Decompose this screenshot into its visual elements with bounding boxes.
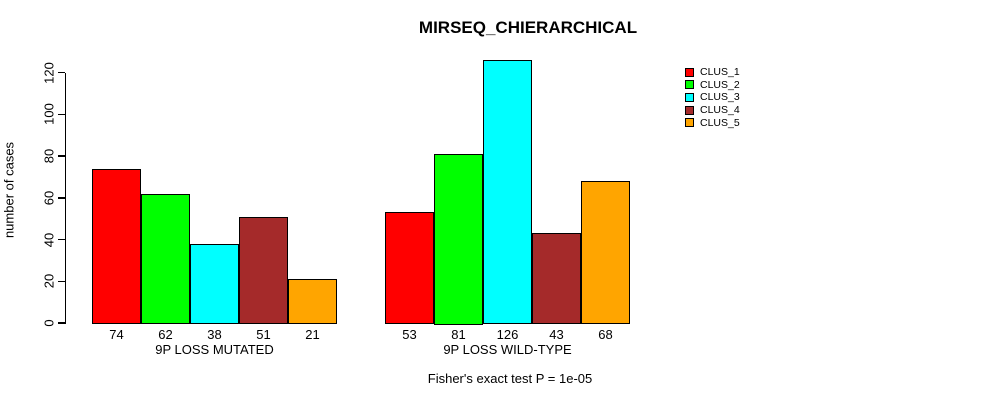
bar-clus_4 <box>532 233 581 325</box>
legend-swatch-icon <box>685 105 694 115</box>
y-axis-tick <box>57 322 65 324</box>
bar-clus_2 <box>434 154 483 325</box>
bar-value-label: 21 <box>305 327 320 342</box>
bar-clus_3 <box>483 60 532 325</box>
chart-title: MIRSEQ_CHIERARCHICAL <box>418 18 638 37</box>
y-axis-tick-label: 100 <box>41 103 57 126</box>
bar-clus_5 <box>581 181 630 325</box>
y-axis-label: number of cases <box>1 141 17 239</box>
bar-value-label: 51 <box>256 327 271 342</box>
legend-swatch-icon <box>685 118 694 128</box>
legend-swatch-icon <box>685 67 694 77</box>
legend-label: CLUS_1 <box>700 66 740 79</box>
y-axis-tick <box>57 113 65 116</box>
bar-value-label: 126 <box>496 327 519 342</box>
y-axis-line <box>64 72 66 325</box>
bar-clus_4 <box>239 216 288 325</box>
y-axis-tick <box>57 155 65 157</box>
legend-label: CLUS_2 <box>700 78 740 91</box>
y-axis-tick-label: 80 <box>41 148 57 164</box>
legend-row: CLUS_4 <box>685 104 740 117</box>
y-axis-tick-label: 20 <box>41 274 57 289</box>
bar-value-label: 74 <box>109 327 124 342</box>
y-axis-tick <box>57 238 65 241</box>
legend-row: CLUS_1 <box>685 66 740 79</box>
legend: CLUS_1 CLUS_2 CLUS_3 CLUS_4 CLUS_5 <box>685 66 740 129</box>
bar-value-label: 68 <box>598 327 613 342</box>
bar-value-label: 43 <box>549 327 564 342</box>
bar-clus_1 <box>385 212 434 325</box>
y-axis-tick <box>57 71 65 74</box>
legend-row: CLUS_2 <box>685 79 740 92</box>
legend-swatch-icon <box>685 80 694 90</box>
bar-clus_1 <box>92 168 141 325</box>
bar-clus_5 <box>288 279 337 325</box>
bar-value-label: 81 <box>451 327 466 342</box>
legend-label: CLUS_4 <box>700 104 740 117</box>
x-axis-group-label: 9P LOSS WILD-TYPE <box>443 342 572 357</box>
bar-value-label: 62 <box>158 327 173 342</box>
annotation-text: Fisher's exact test P = 1e-05 <box>427 371 593 386</box>
legend-swatch-icon <box>685 92 694 102</box>
legend-row: CLUS_3 <box>685 91 740 104</box>
bar-value-label: 38 <box>207 327 222 342</box>
y-axis-tick <box>57 280 65 282</box>
y-axis-tick-label: 60 <box>41 190 57 206</box>
bar-clus_3 <box>190 243 239 325</box>
y-axis-tick-label: 120 <box>41 61 57 84</box>
bar-clus_2 <box>141 193 190 325</box>
y-axis-tick-label: 0 <box>41 319 57 327</box>
y-axis-tick <box>57 197 65 199</box>
legend-row: CLUS_5 <box>685 116 740 129</box>
x-axis-group-label: 9P LOSS MUTATED <box>155 342 274 357</box>
legend-label: CLUS_5 <box>700 116 740 129</box>
legend-label: CLUS_3 <box>700 91 740 104</box>
bar-value-label: 53 <box>402 327 417 342</box>
y-axis-tick-label: 40 <box>41 232 57 247</box>
